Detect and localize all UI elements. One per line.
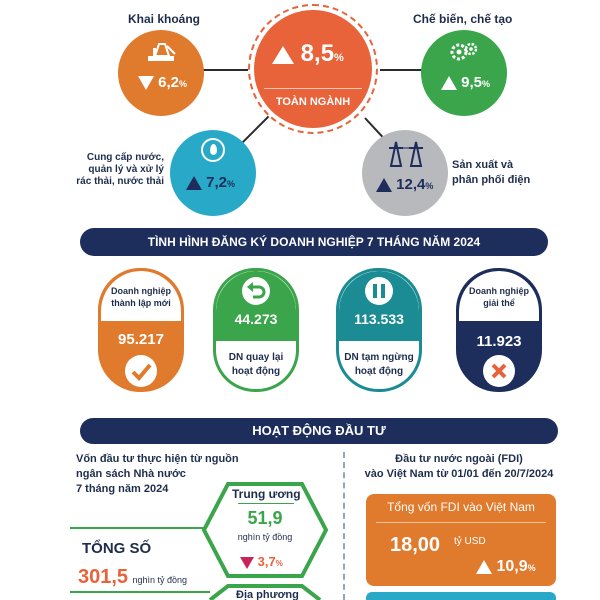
central-change: 3,7% [240,554,283,569]
total-label: TỔNG SỐ [82,540,152,557]
local-hexagon [208,584,322,600]
total-amount: 301,5 nghìn tỷ đồng [78,566,187,589]
manufacturing-label: Chế biến, chế tạo [413,12,513,26]
paused-business-top: 113.533 [339,271,419,341]
electricity-value: 12,4 [396,176,426,193]
state-budget-title-line: Vốn đầu tư thực hiện từ nguồn [76,453,239,465]
new-business-card: Doanh nghiệp thành lập mới 95.217 [98,268,184,392]
total-amount-value: 301,5 [78,566,129,588]
down-arrow-icon [138,76,154,91]
paused-business-value: 113.533 [354,311,404,327]
water-label: Cung cấp nước, quản lý và xử lý rác thải… [72,152,164,188]
up-arrow-icon [376,178,392,193]
fdi-title-line: Đầu tư nước ngoài (FDI) [395,453,523,465]
mining-circle: 6,2% [118,30,204,116]
state-budget-title: Vốn đầu tư thực hiện từ nguồn ngân sách … [76,452,239,497]
new-business-label-line: Doanh nghiệp [111,286,171,296]
water-drop-icon [201,138,225,162]
electricity-label-line: Sản xuất và [452,159,514,171]
fdi-change: 10,9% [476,558,536,576]
electricity-unit: % [425,181,434,191]
fdi-change-value: 10,9 [496,558,528,575]
total-circle: 8,5% TOÀN NGÀNH [254,10,372,128]
fdi-title-line: vào Việt Nam từ 01/01 đến 20/7/2024 [364,468,554,480]
fdi-value: 18,00 [390,534,441,556]
dissolved-business-card: Doanh nghiệp giải thể 11.923 [456,268,542,392]
investment-banner: HOẠT ĐỘNG ĐẦU TƯ [80,418,558,444]
mining-unit: % [179,79,188,89]
paused-business-caption-line: hoạt động [354,366,404,377]
paused-business-caption-line: DN tạm ngừng [344,352,414,363]
electricity-circle: 12,4% [362,130,448,216]
fdi-unit: tỷ USD [454,536,486,547]
electricity-label: Sản xuất và phân phối điện [452,158,530,188]
paused-business-caption: DN tạm ngừng hoạt động [339,351,419,379]
electricity-label-line: phân phối điện [452,174,531,186]
dissolved-business-label-line: Doanh nghiệp [469,286,529,296]
down-arrow-icon [240,556,254,569]
returning-business-caption-line: hoạt động [231,366,281,377]
return-icon [242,277,270,305]
central-value: 51,9 [247,508,283,528]
dissolved-business-value: 11.923 [476,333,522,350]
central-unit: nghìn tỷ đồng [237,532,293,542]
total-value: 8,5 [300,40,335,67]
returning-business-caption-line: DN quay lại [228,352,284,363]
close-icon [483,355,515,387]
central-hexagon [201,482,329,578]
water-label-line: Cung cấp nước, [86,152,164,163]
up-arrow-icon [186,176,202,191]
local-label: Địa phương [236,590,299,600]
up-arrow-icon [272,45,294,64]
divider [343,452,345,600]
fdi-box: Tổng vốn FDI vào Việt Nam 18,00 tỷ USD 1… [366,494,556,586]
total-unit: % [334,52,344,64]
registration-banner: TÌNH HÌNH ĐĂNG KÝ DOANH NGHIỆP 7 THÁNG N… [80,228,548,256]
fdi-next-box [366,592,556,600]
dissolved-business-label-line: giải thể [483,298,515,308]
total-amount-unit: nghìn tỷ đồng [132,575,188,585]
manufacturing-value: 9,5 [461,74,483,91]
up-arrow-icon [441,76,457,91]
up-arrow-icon [476,559,492,574]
total-label: TOÀN NGÀNH [275,96,351,108]
pause-icon [365,277,393,305]
water-value: 7,2 [206,174,228,191]
dissolved-business-label: Doanh nghiệp giải thể [459,271,539,321]
central-change-unit: % [275,559,283,568]
new-business-label: Doanh nghiệp thành lập mới [101,271,181,321]
total-connector [70,527,210,593]
mining-label: Khai khoáng [128,12,201,26]
returning-business-caption: DN quay lại hoạt động [216,351,296,379]
returning-business-top: 44.273 [216,271,296,341]
water-unit: % [227,179,236,189]
water-label-line: rác thải, nước thải [76,176,164,187]
water-circle: 7,2% [170,130,256,216]
manufacturing-unit: % [482,79,491,89]
mining-icon [148,43,176,61]
fdi-title: Đầu tư nước ngoài (FDI) vào Việt Nam từ … [354,452,564,482]
central-label: Trung ương [232,487,301,501]
returning-business-card: 44.273 DN quay lại hoạt động [213,268,299,392]
state-budget-title-line: 7 tháng năm 2024 [76,483,169,495]
check-icon [125,355,157,387]
water-label-line: quản lý và xử lý [88,164,164,175]
mining-value: 6,2 [158,74,180,91]
power-tower-icon [389,141,423,167]
central-change-value: 3,7 [257,554,276,569]
gears-icon [450,42,478,61]
fdi-box-title: Tổng vốn FDI vào Việt Nam [387,500,535,514]
returning-business-value: 44.273 [234,311,278,327]
manufacturing-circle: 9,5% [421,30,507,116]
fdi-change-unit: % [527,563,536,573]
paused-business-card: 113.533 DN tạm ngừng hoạt động [336,268,422,392]
new-business-label-line: thành lập mới [111,298,171,308]
state-budget-title-line: ngân sách Nhà nước [76,468,186,480]
new-business-value: 95.217 [118,331,164,348]
